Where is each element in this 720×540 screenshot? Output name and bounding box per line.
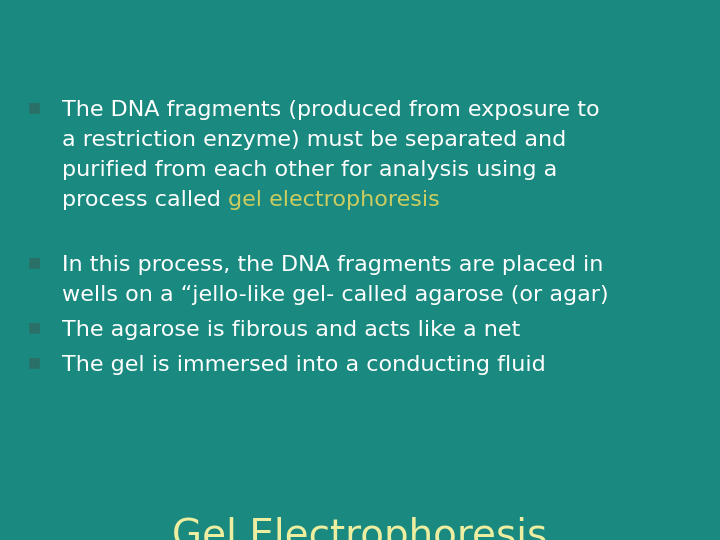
Text: The agarose is fibrous and acts like a net: The agarose is fibrous and acts like a n… [62, 320, 521, 340]
Text: In this process, the DNA fragments are placed in: In this process, the DNA fragments are p… [62, 255, 603, 275]
Text: a restriction enzyme) must be separated and: a restriction enzyme) must be separated … [62, 130, 566, 150]
Text: ■: ■ [28, 255, 41, 269]
Text: purified from each other for analysis using a: purified from each other for analysis us… [62, 160, 557, 180]
Text: ■: ■ [28, 100, 41, 114]
Text: wells on a “jello-like gel- called agarose (or agar): wells on a “jello-like gel- called agaro… [62, 285, 608, 305]
Text: The DNA fragments (produced from exposure to: The DNA fragments (produced from exposur… [62, 100, 600, 120]
Text: ■: ■ [28, 320, 41, 334]
Text: gel electrophoresis: gel electrophoresis [228, 190, 440, 210]
Text: ■: ■ [28, 355, 41, 369]
Text: The gel is immersed into a conducting fluid: The gel is immersed into a conducting fl… [62, 355, 546, 375]
Text: Gel Electrophoresis: Gel Electrophoresis [172, 517, 548, 540]
Text: process called: process called [62, 190, 228, 210]
